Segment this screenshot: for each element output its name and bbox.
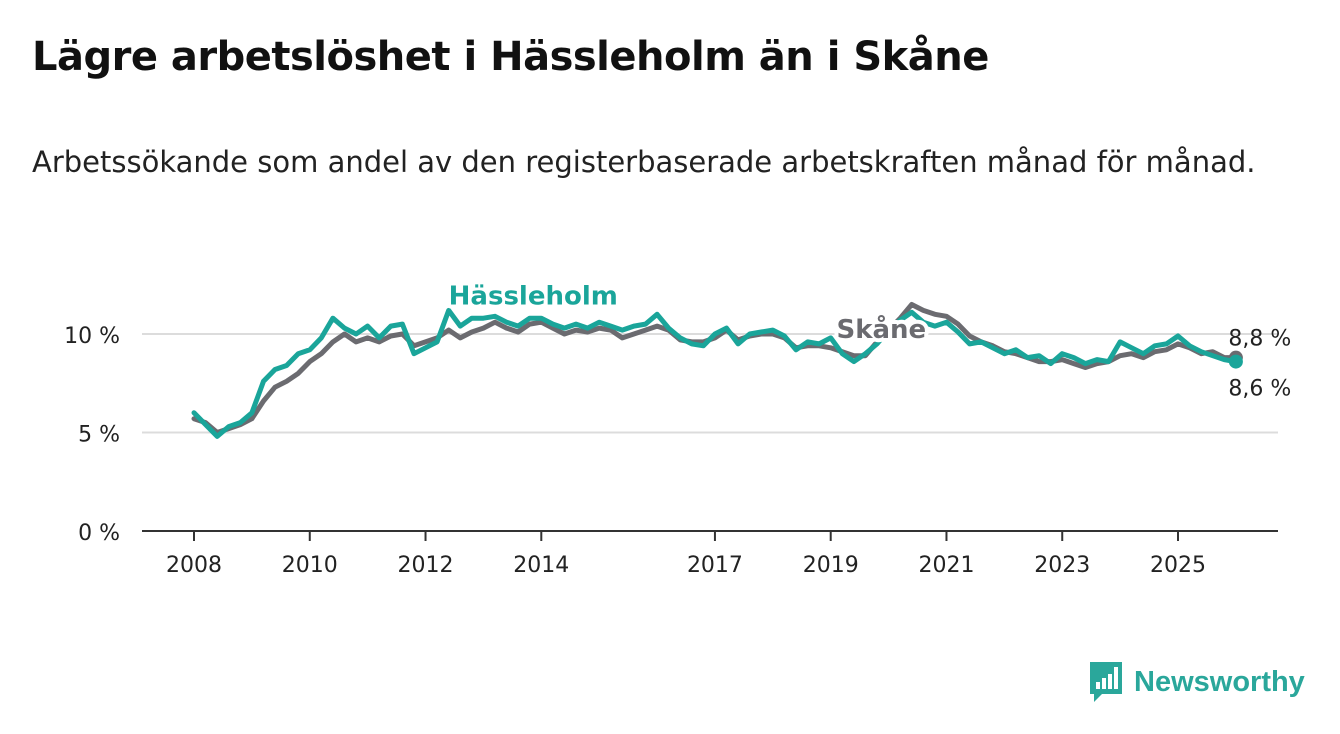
series-line-skåne [191, 302, 1239, 435]
x-tick-label: 2012 [398, 553, 454, 578]
y-axis-ticks: 0 % 5 % 10 % [64, 324, 120, 546]
x-tick-label: 2008 [166, 553, 222, 578]
x-tick-label: 2019 [803, 553, 859, 578]
annotation-skåne: Skåne [836, 313, 926, 345]
x-tick-label: 2025 [1150, 553, 1206, 578]
y-tick-label: 5 % [78, 423, 120, 448]
annotation-halo: Skåne [836, 313, 926, 345]
newsworthy-logo-icon [1090, 662, 1122, 702]
x-tick-label: 2021 [918, 553, 974, 578]
y-tick-label: 0 % [78, 521, 120, 546]
annotation-hässleholm: Hässleholm [449, 281, 618, 311]
series-line-hässleholm [191, 307, 1239, 439]
x-tick-label: 2017 [687, 553, 743, 578]
annotation-halo: Hässleholm [449, 281, 618, 311]
gridlines [142, 333, 1278, 434]
x-tick-label: 2014 [513, 553, 569, 578]
x-tick-label: 2010 [282, 553, 338, 578]
newsworthy-logo[interactable]: Newsworthy [1088, 660, 1305, 704]
end-label-hassleholm: 8,6 % [1228, 377, 1291, 402]
chart-subtitle: Arbetssökande som andel av den registerb… [32, 145, 1256, 179]
end-label-skane: 8,8 % [1228, 327, 1291, 352]
brand-name: Newsworthy [1134, 665, 1305, 698]
x-tick-label: 2023 [1034, 553, 1090, 578]
series-lines [191, 302, 1243, 439]
y-tick-label: 10 % [64, 324, 120, 349]
end-point-hässleholm [1228, 354, 1243, 369]
chart-title: Lägre arbetslöshet i Hässleholm än i Skå… [32, 34, 989, 80]
x-axis: 2008 2010 2012 2014 2017 2019 2021 2023 2025 [142, 530, 1278, 578]
